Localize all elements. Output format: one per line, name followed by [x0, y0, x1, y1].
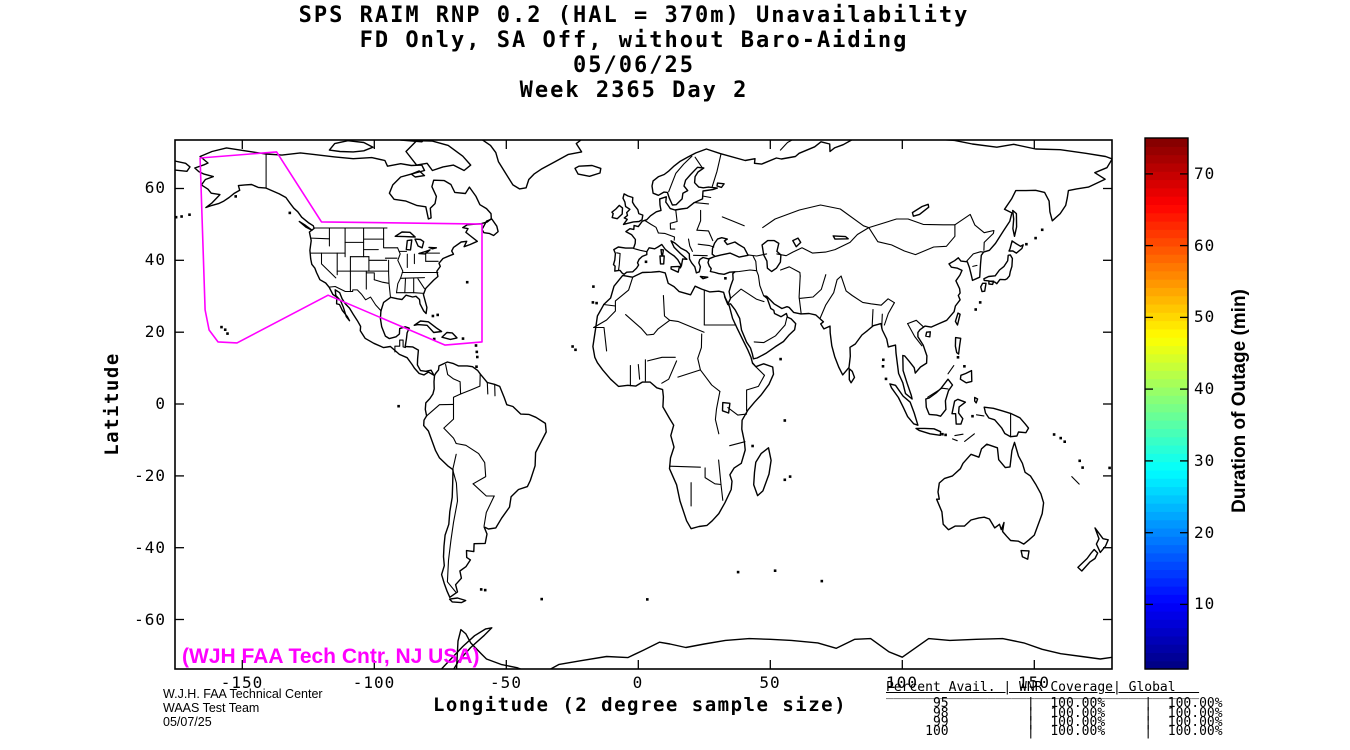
magenta-credit-text: (WJH FAA Tech Cntr, NJ USA) — [182, 645, 480, 668]
x-tick-label: 50 — [759, 673, 781, 692]
colorbar-tick-label: 20 — [1194, 523, 1216, 542]
title-line-4: Week 2365 Day 2 — [519, 78, 749, 103]
colorbar-tick-label: 10 — [1194, 594, 1216, 613]
y-tick-label: 20 — [144, 322, 166, 341]
colorbar-tick-label: 40 — [1194, 379, 1216, 398]
availability-table-row: 99 | 100.00% | 100.00% — [886, 715, 1223, 730]
footer-line-3: 05/07/25 — [163, 715, 212, 729]
y-tick-label: -20 — [134, 466, 166, 485]
availability-table-row: 100 | 100.00% | 100.00% — [886, 724, 1223, 739]
y-tick-label: 0 — [155, 394, 166, 413]
footer-line-2: WAAS Test Team — [163, 701, 260, 715]
y-tick-label: 40 — [144, 250, 166, 269]
title-line-2: FD Only, SA Off, without Baro-Aiding — [359, 28, 909, 53]
x-tick-label: -100 — [352, 673, 396, 692]
availability-table-row: 98 | 100.00% | 100.00% — [886, 706, 1223, 721]
y-tick-label: 60 — [144, 178, 166, 197]
x-tick-label: -50 — [490, 673, 522, 692]
title-line-1: SPS RAIM RNP 0.2 (HAL = 370m) Unavailabi… — [298, 3, 970, 28]
availability-table-separator: ________________________________________ — [886, 685, 1200, 700]
colorbar-tick-label: 50 — [1194, 307, 1216, 326]
x-axis-label: Longitude (2 degree sample size) — [432, 694, 848, 716]
colorbar-tick-label: 60 — [1194, 236, 1216, 255]
y-tick-label: -60 — [134, 610, 166, 629]
x-tick-label: 100 — [886, 673, 918, 692]
availability-table-header: Percent Avail. | WNR Coverage| Global — [886, 680, 1200, 695]
availability-table-row: 95 | 100.00% | 100.00% — [886, 696, 1223, 711]
colorbar-tick-label: 30 — [1194, 451, 1216, 470]
y-tick-label: -40 — [134, 538, 166, 557]
colorbar-tick-label: 70 — [1194, 164, 1216, 183]
x-tick-label: -150 — [220, 673, 264, 692]
title-line-3: 05/06/25 — [573, 53, 695, 78]
footer-line-1: W.J.H. FAA Technical Center — [163, 687, 323, 701]
x-tick-label: 150 — [1018, 673, 1050, 692]
x-tick-label: 0 — [632, 673, 644, 692]
